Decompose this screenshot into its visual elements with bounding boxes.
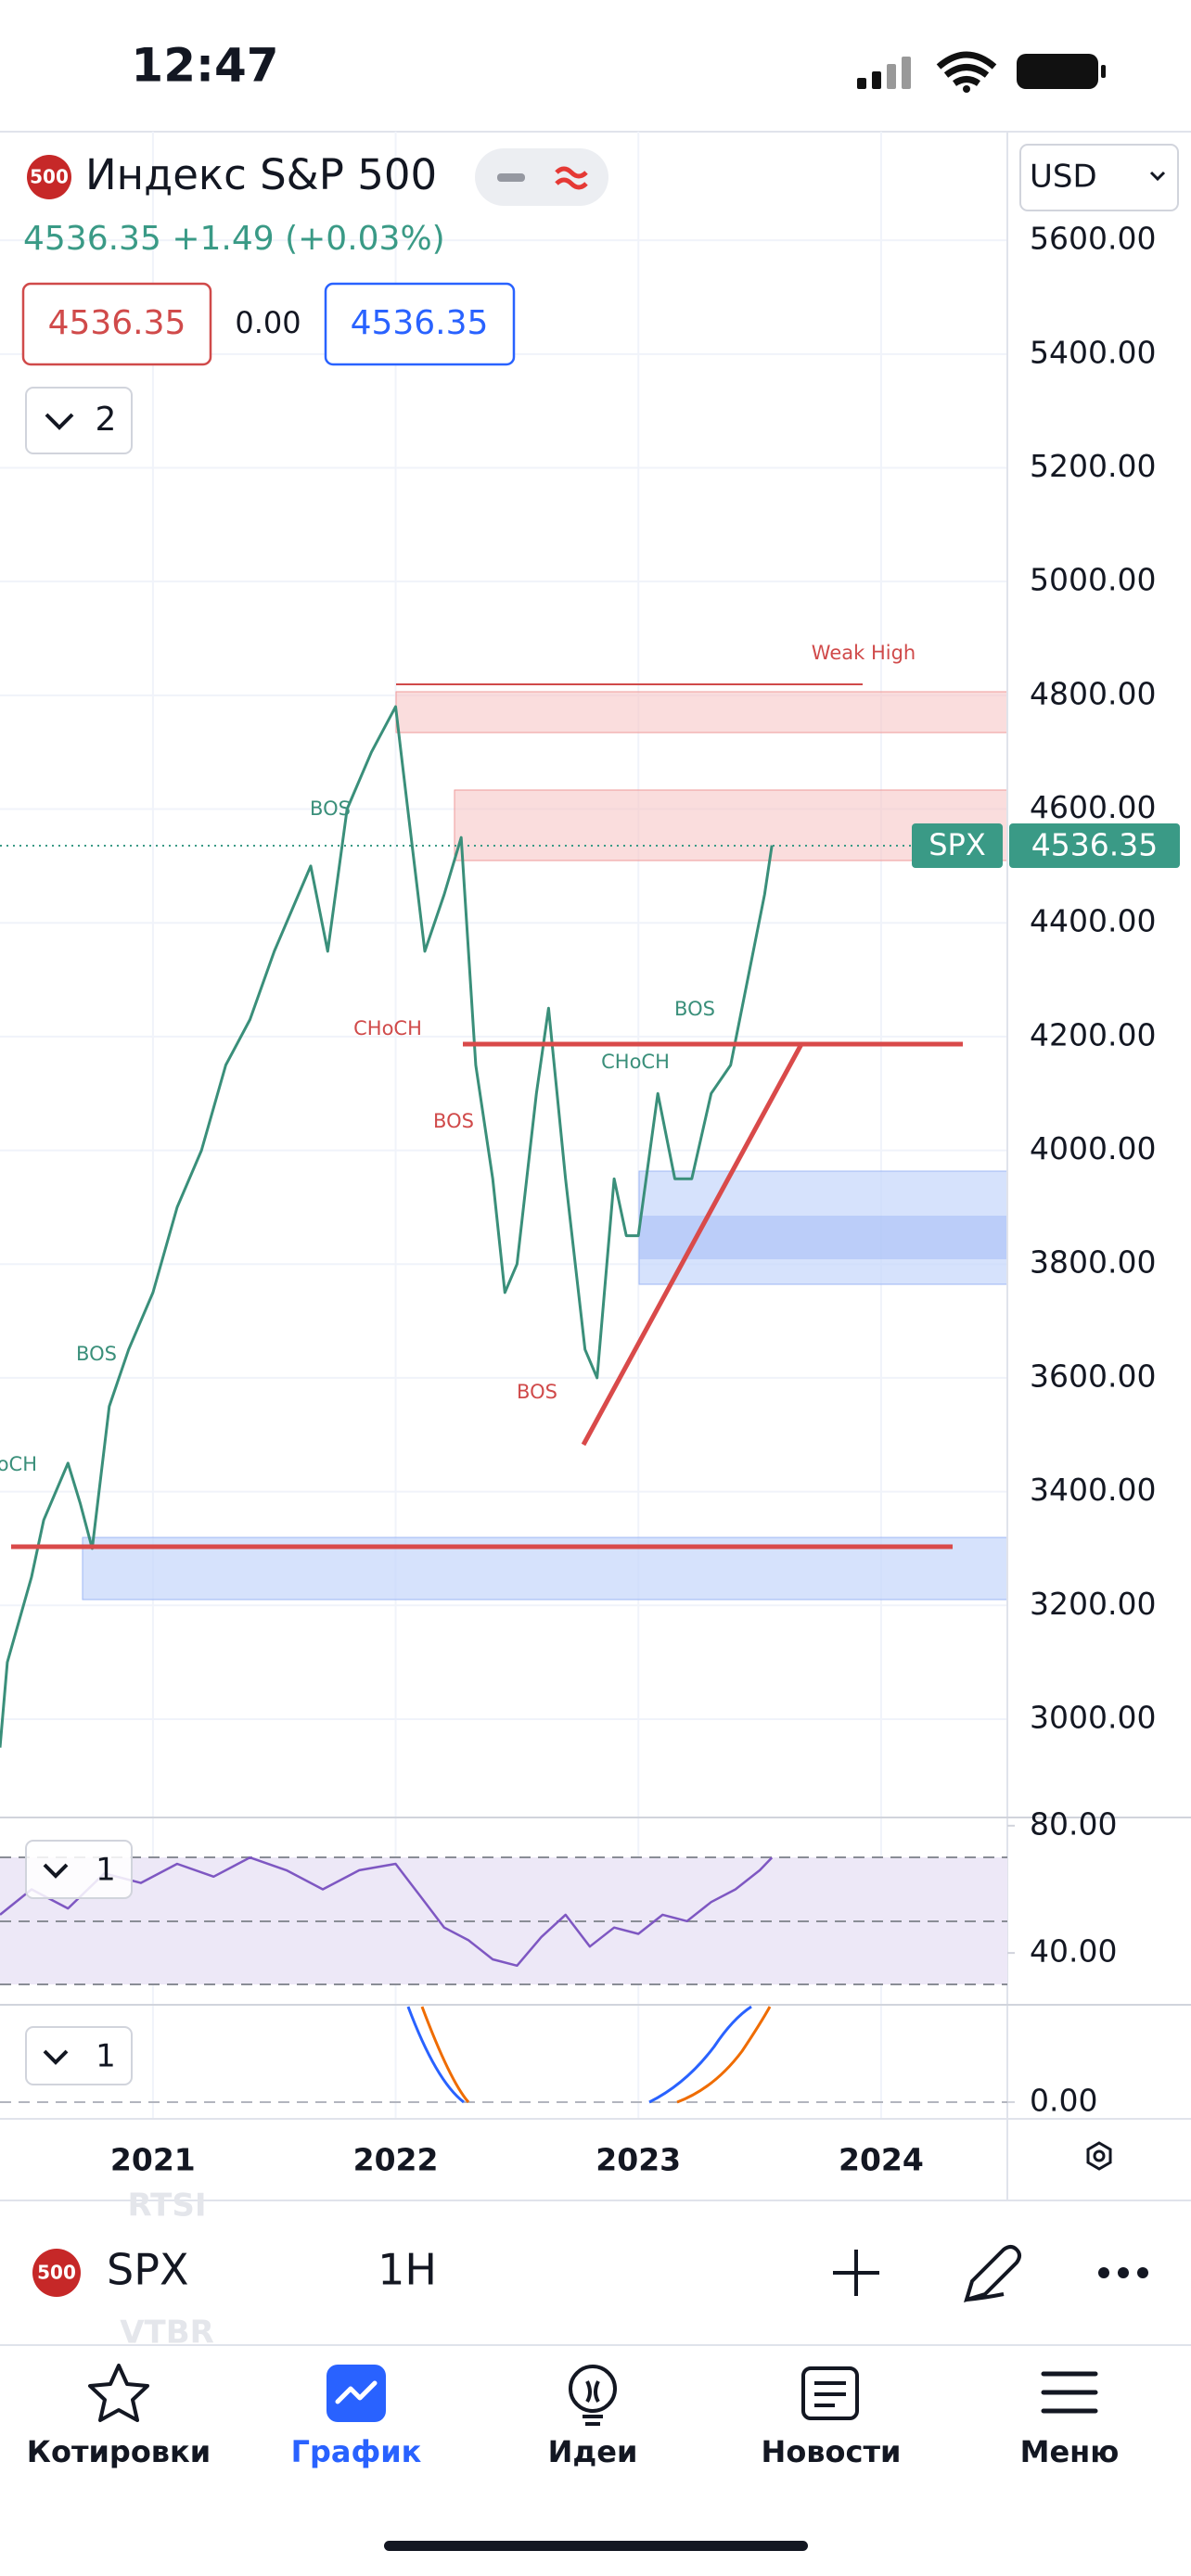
tab-label[interactable]: Котировки (27, 2434, 211, 2469)
status-time: 12:47 (131, 39, 278, 93)
tab-icon (583, 2380, 603, 2426)
add-button[interactable] (833, 2250, 879, 2296)
panes: 3000.00 3200.00 3400.00 3600.00 3800.00 4000.… (0, 132, 1191, 2178)
annotation: BOS (310, 797, 351, 820)
tab-label[interactable]: Новости (762, 2434, 902, 2469)
annotation: BOS (517, 1381, 557, 1403)
y-tick-label: 4000.00 (1030, 1130, 1156, 1167)
price-badge-value: 4536.35 (1031, 827, 1158, 863)
y-tick-label: 3600.00 (1030, 1358, 1156, 1394)
toolbar-logo-text: 500 (37, 2262, 76, 2284)
indicators-toggle[interactable] (25, 387, 133, 454)
tab-icon (1041, 2371, 1098, 2414)
annotation: CHoCH (0, 1453, 37, 1475)
annotation: CHoCH (353, 1017, 422, 1039)
price-badge (1009, 823, 1180, 868)
buy-price: 4536.35 (351, 304, 489, 342)
tab-icon (88, 2364, 149, 2422)
toggle-icon (497, 173, 525, 182)
y-tick-label: 4400.00 (1030, 903, 1156, 939)
symbol-title[interactable]: Индекс S&P 500 (85, 150, 437, 199)
indicators-count: 2 (96, 401, 117, 439)
trend-line (581, 1042, 804, 1447)
tab-icon (801, 2366, 859, 2420)
y-tick-label: 0.00 (1030, 2082, 1097, 2118)
tab-label[interactable]: Идеи (548, 2434, 638, 2469)
chevron-icon (43, 1863, 69, 1879)
status-icons (857, 51, 1106, 93)
tab-label[interactable]: Меню (1020, 2434, 1120, 2469)
sell-button[interactable] (21, 282, 212, 366)
zone (395, 691, 1008, 733)
y-tick-label: 4600.00 (1030, 789, 1156, 825)
buy-button[interactable] (324, 282, 516, 366)
macd-toggle[interactable] (25, 2026, 133, 2085)
price-badge (912, 823, 1003, 868)
y-tick-label: 4200.00 (1030, 1016, 1156, 1052)
macd-toggle-count: 1 (96, 2038, 116, 2075)
signal-line (420, 2006, 772, 2104)
annotation: CHoCH (601, 1051, 670, 1073)
symbol-logo-text: 500 (30, 166, 69, 188)
rsi-toggle[interactable] (25, 1840, 133, 1899)
tab-icon (814, 2381, 846, 2407)
y-tick-label: 3000.00 (1030, 1699, 1156, 1735)
annotation: BOS (76, 1343, 117, 1365)
y-tick-label: 3200.00 (1030, 1586, 1156, 1622)
x-tick-label: 2023 (596, 2142, 681, 2178)
y-tick-label: 3400.00 (1030, 1472, 1156, 1508)
toolbar-interval[interactable]: 1H (378, 2245, 437, 2295)
toolbar-symbol[interactable]: SPX (107, 2245, 188, 2295)
quote-line: 4536.35 +1.49 (+0.03%) (23, 220, 445, 258)
settings-icon[interactable] (1086, 2141, 1112, 2171)
y-tick-label: 80.00 (1030, 1805, 1117, 1842)
toolbar-logo (32, 2249, 81, 2297)
rsi-toggle-count: 1 (96, 1852, 116, 1889)
y-tick-label: 5200.00 (1030, 448, 1156, 484)
chart-style-toggle[interactable] (475, 148, 608, 206)
x-tick-label: 2021 (110, 2142, 196, 2178)
tab-icon (335, 2380, 378, 2404)
sell-price: 4536.35 (48, 304, 186, 342)
y-tick-label: 5600.00 (1030, 221, 1156, 257)
tab-label[interactable]: График (291, 2434, 422, 2469)
draw-button[interactable] (964, 2245, 1021, 2302)
spread: 0.00 (235, 305, 301, 340)
settings-icon (1093, 2149, 1106, 2162)
dropdown-chevron (1149, 171, 1166, 182)
y-tick-label: 40.00 (1030, 1933, 1117, 1970)
x-tick-label: 2024 (839, 2142, 924, 2178)
chevron-icon (45, 413, 74, 430)
x-tick-label: 2022 (353, 2142, 439, 2178)
annotation: BOS (674, 998, 715, 1020)
macd-line (406, 2005, 752, 2104)
zone (639, 1216, 1007, 1259)
ghost-symbol: RTSI (128, 2187, 207, 2225)
annotation: Weak High (812, 642, 916, 664)
more-button[interactable] (1098, 2267, 1148, 2278)
data-line (0, 1855, 774, 1968)
y-tick-label: 4800.00 (1030, 675, 1156, 711)
y-tick-label: 5400.00 (1030, 334, 1156, 370)
annotation: BOS (433, 1110, 474, 1132)
price-badge-symbol: SPX (928, 827, 986, 862)
data-line (0, 705, 774, 1748)
y-tick-label: 5000.00 (1030, 562, 1156, 598)
symbol-logo (27, 155, 71, 199)
chevron-icon (43, 2049, 69, 2065)
toggle-icon (555, 166, 588, 190)
y-tick-label: 3800.00 (1030, 1244, 1156, 1281)
currency-label: USD (1030, 159, 1097, 196)
tab-icon (569, 2365, 617, 2413)
home-indicator (384, 2541, 808, 2551)
currency-select[interactable] (1019, 144, 1179, 211)
